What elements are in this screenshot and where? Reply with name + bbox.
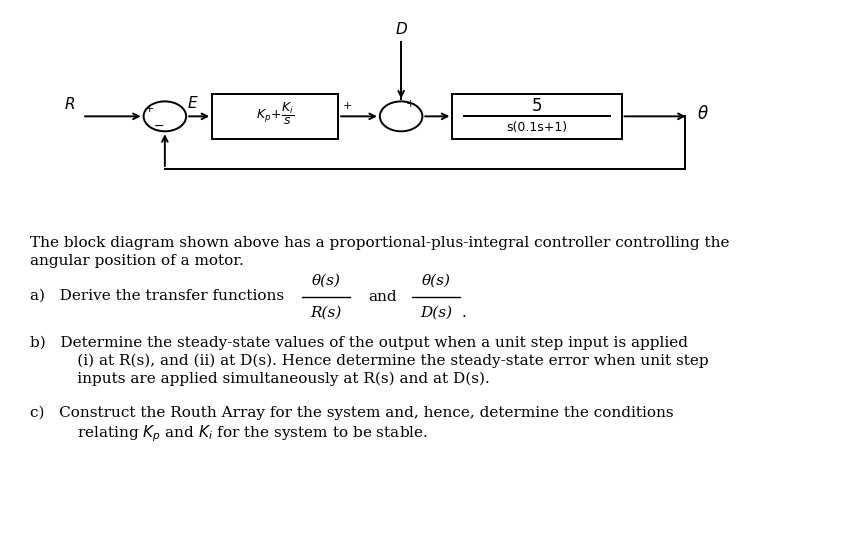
Text: D: D bbox=[395, 22, 407, 37]
Text: +: + bbox=[343, 101, 353, 111]
Text: E: E bbox=[187, 96, 197, 111]
Text: −: − bbox=[153, 120, 163, 134]
Text: θ(s): θ(s) bbox=[421, 274, 450, 288]
Text: +: + bbox=[406, 99, 415, 109]
Bar bbox=[212, 94, 338, 139]
Text: inputs are applied simultaneously at R(s) and at D(s).: inputs are applied simultaneously at R(s… bbox=[48, 372, 490, 386]
Text: b)   Determine the steady-state values of the output when a unit step input is a: b) Determine the steady-state values of … bbox=[30, 336, 688, 350]
Text: s(0.1s+1): s(0.1s+1) bbox=[507, 121, 568, 135]
Text: R(s): R(s) bbox=[311, 306, 342, 320]
Bar bbox=[452, 94, 621, 139]
Text: +: + bbox=[146, 104, 155, 114]
Text: θ(s): θ(s) bbox=[312, 274, 341, 288]
Text: c)   Construct the Routh Array for the system and, hence, determine the conditio: c) Construct the Routh Array for the sys… bbox=[30, 406, 674, 420]
Text: .: . bbox=[462, 306, 467, 320]
Text: (i) at R(s), and (ii) at D(s). Hence determine the steady-state error when unit : (i) at R(s), and (ii) at D(s). Hence det… bbox=[48, 354, 709, 368]
Text: R: R bbox=[65, 97, 75, 112]
Text: $K_p\!+\!\dfrac{K_i}{s}$: $K_p\!+\!\dfrac{K_i}{s}$ bbox=[256, 101, 294, 126]
Text: and: and bbox=[368, 290, 396, 304]
Text: 5: 5 bbox=[532, 98, 542, 115]
Text: θ: θ bbox=[698, 105, 708, 122]
Text: The block diagram shown above has a proportional-plus-integral controller contro: The block diagram shown above has a prop… bbox=[30, 235, 729, 250]
Text: angular position of a motor.: angular position of a motor. bbox=[30, 254, 244, 268]
Text: a)   Derive the transfer functions: a) Derive the transfer functions bbox=[30, 289, 284, 302]
Text: relating $K_p$ and $K_i$ for the system to be stable.: relating $K_p$ and $K_i$ for the system … bbox=[48, 424, 428, 444]
Text: D(s): D(s) bbox=[420, 306, 452, 320]
